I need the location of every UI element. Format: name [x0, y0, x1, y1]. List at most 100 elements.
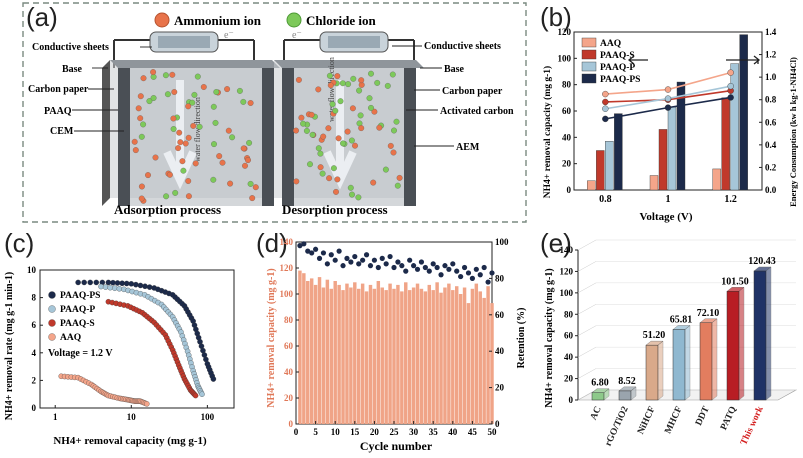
chart-b-ytick: 100: [558, 53, 572, 63]
chart-d: 0 20 40 60 80 100 120 140 0 20 40 60 80 100 0 5 10 15 20 25…: [266, 237, 527, 453]
chart-b-energy-point: [727, 82, 734, 90]
chart-b-y2tick: 0.0: [765, 185, 777, 195]
ammonium-dot: [298, 114, 305, 121]
chart-c-point: [137, 282, 144, 289]
chart-d-retention-point: [340, 263, 346, 269]
chart-e-category-label: DDT: [694, 404, 712, 427]
chart-e-ytick: 140: [560, 245, 574, 255]
chart-c-point: [105, 279, 112, 286]
chloride-dot: [194, 73, 201, 80]
chart-b-y2tick: 0.8: [765, 95, 777, 105]
ammonium-dot: [227, 180, 234, 187]
chart-c-point: [81, 279, 87, 286]
ammonium-dot: [376, 124, 383, 131]
chloride-dot: [189, 99, 196, 106]
chart-e-value-label: 65.81: [670, 314, 693, 325]
chart-d-retention-point: [371, 257, 377, 263]
flow-text-right: water flow direction: [327, 57, 336, 122]
ammonium-dot: [349, 105, 356, 112]
ammonium-dot: [224, 86, 231, 93]
chart-b-bar: [712, 168, 721, 191]
chloride-dot: [196, 123, 203, 130]
chart-d-retention-point: [332, 257, 338, 263]
chart-d-bar: [451, 290, 455, 424]
chart-d-ytick: 20: [284, 393, 294, 403]
chart-c-frame: [39, 269, 235, 409]
chart-b-y2tick: 0.2: [765, 162, 777, 172]
right-label-2: Base: [444, 64, 465, 75]
ammonium-dot: [145, 172, 151, 179]
chart-e-ytick: 20: [564, 374, 574, 384]
chart-d-bar: [478, 291, 482, 424]
chloride-dot: [337, 98, 344, 105]
chart-d-bar: [353, 282, 357, 424]
left-label-4: PAAQ: [44, 106, 72, 117]
chloride-dot: [349, 191, 355, 198]
ammonium-legend-dot: [154, 12, 170, 28]
chloride-dot: [394, 182, 401, 189]
chart-b-y2tick: 0.4: [765, 140, 777, 150]
chart-e-value-label: 120.43: [748, 256, 776, 267]
chart-d-bar: [454, 286, 459, 424]
ammonium-dot: [171, 89, 178, 95]
chloride-dot: [246, 139, 253, 146]
chart-c-point: [93, 279, 100, 286]
chart-c-point: [144, 401, 150, 407]
chart-e-category-label: MHCF: [663, 405, 684, 436]
ammonium-dot: [150, 69, 157, 76]
chart-e-gridline: [577, 282, 597, 294]
chart-d-ytick: 0: [289, 419, 294, 429]
chart-d-retention-point: [391, 264, 397, 271]
chart-d-bar: [474, 283, 479, 424]
chart-d-retention-point: [446, 266, 452, 272]
chart-c-legend-label: PAAQ-PS: [60, 291, 100, 301]
chloride-dot: [303, 127, 310, 134]
chloride-dot: [213, 89, 220, 95]
panel-label-b: (b): [540, 2, 572, 32]
adsorption-caption: Adsorption process: [114, 202, 221, 217]
left-label-2: Base: [62, 64, 83, 75]
chart-b-bar: [739, 34, 748, 191]
chloride-dot: [236, 87, 243, 94]
chart-c-point: [146, 284, 153, 290]
chart-d-bar: [427, 284, 432, 424]
chart-d-retention-point: [422, 264, 428, 271]
chloride-dot: [300, 120, 307, 127]
chart-e-value-label: 101.50: [721, 276, 749, 287]
chloride-dot: [138, 133, 145, 140]
chloride-dot: [345, 81, 352, 88]
chart-d-xtick: 20: [370, 427, 380, 437]
chart-d-retention-point: [305, 248, 311, 254]
chloride-dot: [357, 112, 364, 119]
ammonium-dot: [185, 178, 192, 184]
panel-label-d: (d): [256, 228, 288, 258]
chart-d-bar: [486, 286, 490, 424]
chloride-dot: [163, 193, 170, 200]
chart-b-bar: [730, 63, 739, 191]
chart-d-retention-point: [485, 279, 491, 285]
chart-d-bar: [447, 283, 451, 424]
chloride-dot: [307, 161, 313, 168]
chloride-dot: [172, 189, 179, 196]
chart-c-point: [199, 391, 205, 397]
ammonium-dot: [152, 154, 159, 161]
chloride-dot: [210, 176, 217, 183]
chloride-dot: [140, 121, 147, 128]
chloride-dot: [332, 107, 339, 114]
chart-d-retention-point: [316, 255, 323, 261]
chloride-dot: [339, 80, 346, 87]
chart-c-ytick: 4: [32, 348, 37, 358]
chart-d-bar: [392, 288, 396, 424]
ammonium-dot: [293, 127, 299, 134]
chart-d-bar: [423, 291, 428, 424]
left-label-5: CEM: [50, 126, 74, 137]
chart-c-point: [75, 279, 81, 286]
chart-d-xtick: 10: [331, 427, 341, 437]
chart-e-ytick: 100: [560, 288, 574, 298]
chloride-dot: [180, 167, 187, 174]
chart-d-bar: [341, 290, 345, 424]
ammonium-dot: [249, 195, 256, 202]
chart-d-y2tick: 100: [495, 237, 509, 247]
chart-d-retention-point: [336, 248, 342, 254]
chart-b-bar: [649, 175, 659, 191]
